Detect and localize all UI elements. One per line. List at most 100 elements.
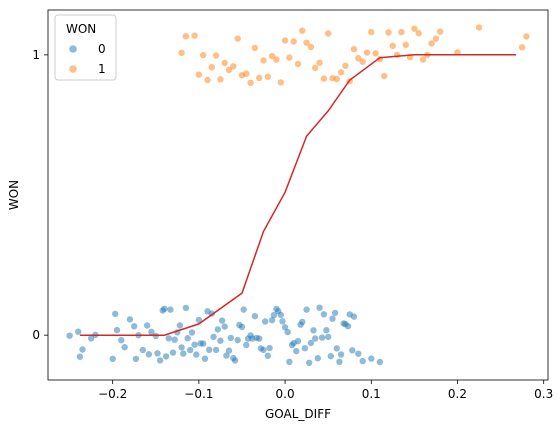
data-point — [368, 355, 375, 362]
data-point — [294, 60, 302, 68]
legend-marker-1 — [69, 65, 77, 73]
data-point — [323, 327, 330, 334]
data-point — [240, 306, 247, 313]
data-point — [389, 42, 396, 49]
data-point — [260, 57, 267, 64]
y-tick-label: 0 — [32, 328, 40, 342]
data-point — [363, 49, 371, 56]
x-tick-label: 0.2 — [448, 387, 467, 401]
data-point — [523, 33, 530, 40]
data-point — [112, 310, 119, 318]
data-point — [325, 30, 332, 37]
data-point — [279, 318, 286, 325]
data-point — [281, 37, 289, 44]
data-point — [398, 28, 405, 36]
x-tick-label: −0.1 — [184, 387, 213, 401]
data-point — [234, 35, 241, 42]
data-point — [76, 353, 84, 360]
data-point — [195, 71, 203, 78]
data-point — [329, 315, 336, 322]
data-point — [225, 66, 233, 74]
data-point — [325, 333, 332, 341]
data-point — [191, 341, 198, 348]
data-point — [201, 355, 209, 362]
data-point — [268, 317, 276, 324]
data-point — [355, 55, 362, 62]
x-tick-label: 0.1 — [362, 387, 381, 401]
data-point — [270, 311, 278, 319]
data-point — [218, 317, 226, 324]
data-point — [381, 72, 388, 80]
data-point — [277, 311, 284, 319]
data-point — [113, 326, 121, 334]
data-point — [178, 49, 185, 56]
data-point — [162, 353, 170, 360]
data-point — [167, 306, 174, 313]
data-point — [210, 333, 217, 340]
data-point — [139, 346, 146, 354]
data-point — [243, 341, 250, 349]
legend-label-0: 0 — [98, 42, 106, 56]
data-point — [428, 40, 435, 47]
x-tick-label: 0.0 — [276, 387, 295, 401]
data-point — [306, 359, 313, 366]
data-point — [79, 346, 86, 353]
data-point — [268, 52, 276, 60]
data-point — [171, 336, 178, 343]
data-point — [180, 350, 187, 357]
data-point — [376, 358, 384, 366]
data-point — [212, 346, 220, 354]
data-point — [277, 79, 284, 86]
data-point — [264, 73, 271, 81]
data-point — [437, 28, 444, 35]
legend-label-1: 1 — [98, 62, 106, 76]
data-point — [337, 69, 345, 76]
data-point — [148, 328, 155, 335]
legend-box — [54, 14, 117, 81]
data-point — [206, 346, 213, 353]
data-point — [264, 352, 271, 359]
data-point — [320, 75, 328, 82]
data-point — [212, 52, 220, 59]
data-point — [260, 346, 267, 354]
data-point — [221, 59, 228, 67]
data-point — [333, 75, 340, 83]
data-point — [359, 357, 366, 365]
data-point — [126, 316, 134, 323]
x-axis-label: GOAL_DIFF — [265, 407, 331, 421]
data-point — [66, 332, 73, 339]
data-point — [337, 351, 345, 358]
data-point — [154, 350, 161, 357]
data-point — [307, 43, 315, 51]
data-point — [281, 324, 289, 331]
data-point — [121, 344, 128, 351]
data-point — [310, 327, 317, 334]
data-point — [314, 355, 321, 362]
data-point — [187, 346, 194, 354]
data-point — [312, 64, 319, 72]
data-point — [286, 358, 293, 365]
data-point — [238, 323, 246, 331]
data-point — [316, 59, 323, 66]
data-point — [320, 311, 328, 318]
x-tick-label: −0.2 — [98, 387, 127, 401]
data-point — [294, 337, 302, 345]
data-point — [195, 316, 203, 324]
data-point — [262, 318, 269, 325]
data-point — [221, 323, 228, 330]
data-point — [182, 33, 190, 40]
data-point — [286, 54, 293, 61]
data-point — [217, 337, 224, 344]
data-point — [247, 79, 254, 87]
data-point — [336, 358, 343, 365]
data-point — [217, 76, 224, 83]
data-point — [191, 32, 198, 39]
data-point — [349, 347, 356, 354]
data-point — [87, 335, 95, 342]
data-point — [303, 39, 310, 46]
data-point — [331, 309, 339, 317]
x-axis-ticks: −0.2 −0.1 0.0 0.1 0.2 0.3 — [98, 380, 553, 401]
data-point — [299, 318, 306, 326]
y-axis-label: WON — [7, 180, 21, 210]
